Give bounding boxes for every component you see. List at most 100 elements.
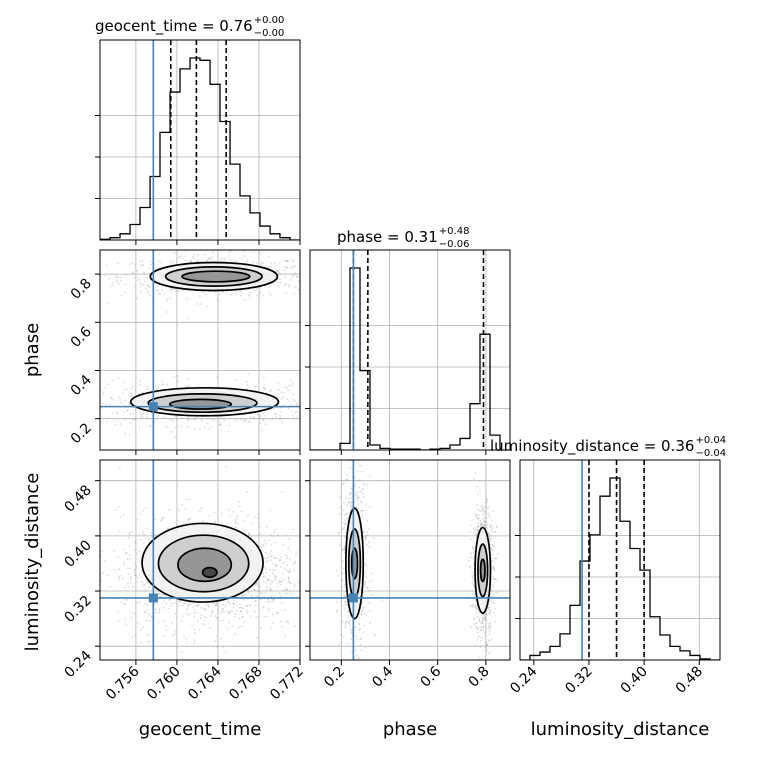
sample-point (304, 574, 306, 576)
sample-point (269, 294, 272, 297)
sample-point (241, 616, 243, 619)
sample-point (258, 297, 260, 300)
sample-point (322, 574, 324, 576)
sample-point (171, 288, 174, 291)
sample-point (124, 399, 126, 402)
sample-point (262, 545, 265, 548)
sample-point (287, 547, 290, 550)
sample-point (472, 604, 475, 607)
sample-point (149, 260, 152, 262)
sample-point (341, 580, 344, 583)
sample-point (365, 646, 367, 649)
sample-point (144, 611, 146, 614)
sample-point (262, 575, 265, 578)
sample-point (264, 576, 267, 579)
sample-point (487, 513, 490, 516)
sample-point (477, 493, 479, 496)
sample-point (485, 643, 488, 646)
sample-point (235, 291, 238, 293)
sample-point (358, 496, 361, 499)
sample-point (140, 629, 142, 631)
sample-point (127, 582, 129, 585)
sample-point (360, 649, 363, 652)
sample-point (163, 594, 166, 597)
sample-point (264, 592, 267, 594)
sample-point (126, 409, 129, 412)
sample-point (468, 565, 471, 568)
sample-point (478, 513, 481, 516)
sample-point (311, 254, 313, 256)
sample-point (161, 517, 164, 520)
sample-point (345, 594, 347, 597)
sample-point (365, 535, 368, 538)
sample-point (364, 537, 367, 540)
sample-point (261, 429, 263, 432)
sample-point (489, 611, 492, 614)
sample-point (199, 428, 201, 431)
sample-point (104, 274, 107, 277)
sample-point (360, 470, 363, 473)
sample-point (292, 569, 295, 572)
sample-point (480, 625, 483, 628)
sample-point (123, 603, 126, 606)
sample-point (471, 582, 474, 585)
sample-point (471, 518, 473, 521)
sample-point (194, 604, 196, 607)
sample-point (215, 603, 218, 606)
sample-point (285, 619, 287, 622)
sample-point (257, 513, 260, 516)
sample-point (278, 580, 281, 583)
sample-point (228, 424, 231, 427)
sample-point (230, 293, 232, 296)
sample-point (216, 635, 219, 638)
sample-point (484, 521, 486, 523)
sample-point (177, 256, 180, 259)
sample-point (140, 576, 143, 579)
sample-point (123, 432, 126, 435)
sample-point (340, 600, 343, 603)
sample-point (488, 532, 491, 535)
sample-point (297, 288, 300, 291)
sample-point (124, 617, 127, 620)
sample-point (286, 589, 289, 591)
sample-point (265, 560, 267, 563)
sample-point (284, 283, 287, 286)
sample-point (141, 391, 144, 394)
sample-point (228, 514, 231, 517)
sample-point (248, 533, 251, 536)
sample-point (274, 262, 276, 264)
sample-point (262, 376, 265, 378)
sample-point (491, 548, 493, 551)
sample-point (188, 498, 191, 501)
sample-point (146, 609, 149, 611)
sample-point (240, 510, 243, 513)
sample-point (111, 284, 114, 287)
sample-point (242, 599, 245, 602)
sample-point (118, 466, 121, 469)
sample-point (150, 534, 153, 537)
sample-point (143, 273, 146, 275)
sample-point (161, 660, 163, 662)
sample-point (495, 526, 498, 529)
sample-point (357, 497, 359, 500)
sample-point (220, 429, 223, 432)
sample-point (296, 415, 299, 418)
sample-point (139, 264, 142, 267)
scatter-panel-luminosity_distance-vs-geocent_time: 0.756 0.760 0.764 0.768 0.7720.240.320.400.4… (61, 459, 324, 703)
sample-point (291, 275, 294, 278)
sample-point (289, 582, 291, 585)
sample-point (272, 407, 275, 410)
tick-label-phase: 0.2 (68, 420, 95, 447)
sample-point (256, 595, 259, 598)
sample-point (491, 583, 494, 586)
sample-point (277, 284, 279, 287)
sample-point (177, 290, 179, 293)
sample-point (204, 609, 207, 612)
sample-point (282, 391, 285, 394)
sample-point (186, 385, 189, 388)
sample-point (485, 616, 488, 619)
tick-label-phase: 0.2 (321, 664, 348, 691)
sample-point (139, 412, 142, 415)
sample-point (196, 260, 199, 263)
sample-point (337, 531, 340, 534)
